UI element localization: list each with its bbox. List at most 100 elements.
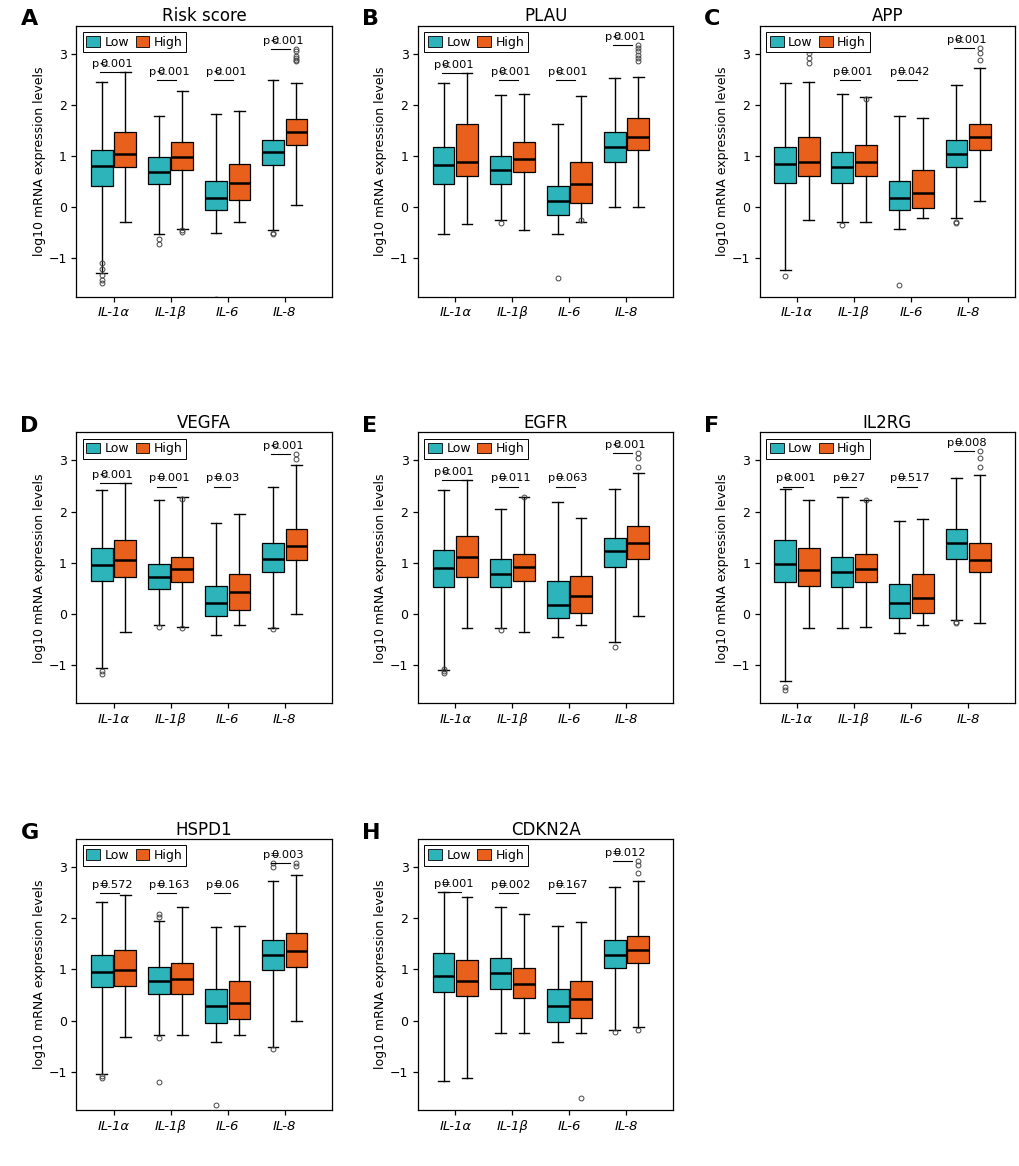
Y-axis label: log10 mRNA expression levels: log10 mRNA expression levels — [374, 66, 387, 257]
PathPatch shape — [570, 162, 591, 203]
Text: E: E — [362, 416, 377, 436]
PathPatch shape — [432, 550, 454, 588]
Text: p<: p< — [604, 440, 622, 450]
Text: A: A — [20, 9, 38, 29]
Text: p<: p< — [263, 441, 280, 451]
Title: HSPD1: HSPD1 — [175, 821, 232, 838]
PathPatch shape — [114, 950, 136, 985]
Title: VEGFA: VEGFA — [177, 414, 230, 433]
Text: 0.003: 0.003 — [271, 850, 304, 859]
Text: p=: p= — [889, 473, 906, 484]
PathPatch shape — [513, 554, 534, 581]
Text: p=: p= — [604, 848, 622, 858]
PathPatch shape — [603, 940, 625, 968]
PathPatch shape — [285, 933, 307, 967]
Text: p=: p= — [433, 878, 450, 888]
Legend: Low, High: Low, High — [424, 438, 527, 459]
Text: p<: p< — [263, 36, 280, 45]
Text: 0.008: 0.008 — [954, 438, 986, 448]
Text: 0.06: 0.06 — [214, 880, 239, 890]
Text: 0.001: 0.001 — [612, 440, 645, 450]
PathPatch shape — [945, 140, 966, 168]
Text: 0.001: 0.001 — [100, 58, 132, 69]
PathPatch shape — [432, 147, 454, 184]
Text: 0.012: 0.012 — [612, 848, 645, 858]
Y-axis label: log10 mRNA expression levels: log10 mRNA expression levels — [374, 879, 387, 1069]
Text: p<: p< — [604, 31, 622, 42]
PathPatch shape — [285, 529, 307, 560]
Text: 0.042: 0.042 — [897, 66, 929, 77]
Title: Risk score: Risk score — [161, 7, 247, 26]
PathPatch shape — [773, 147, 796, 183]
Legend: Low, High: Low, High — [765, 31, 868, 52]
Text: 0.001: 0.001 — [157, 473, 190, 484]
Text: p=: p= — [547, 880, 565, 890]
PathPatch shape — [546, 185, 568, 215]
Text: 0.572: 0.572 — [100, 880, 132, 890]
Text: G: G — [20, 823, 39, 843]
PathPatch shape — [228, 163, 250, 199]
Text: 0.001: 0.001 — [783, 36, 815, 47]
Title: CDKN2A: CDKN2A — [511, 821, 580, 838]
PathPatch shape — [262, 543, 283, 573]
Title: PLAU: PLAU — [524, 7, 567, 26]
PathPatch shape — [148, 563, 169, 589]
Text: 0.001: 0.001 — [441, 878, 474, 888]
Text: p=: p= — [149, 473, 166, 484]
PathPatch shape — [513, 968, 534, 997]
Text: p<: p< — [206, 66, 223, 77]
Text: p=: p= — [889, 66, 906, 77]
PathPatch shape — [91, 548, 113, 581]
Text: D: D — [20, 416, 39, 436]
Text: p<: p< — [946, 35, 963, 44]
Text: 0.001: 0.001 — [555, 66, 588, 77]
Legend: Low, High: Low, High — [424, 845, 527, 865]
Text: 0.011: 0.011 — [498, 473, 531, 484]
PathPatch shape — [114, 540, 136, 577]
PathPatch shape — [797, 548, 818, 585]
PathPatch shape — [148, 967, 169, 993]
PathPatch shape — [570, 576, 591, 613]
Text: 0.163: 0.163 — [157, 880, 190, 890]
PathPatch shape — [455, 125, 477, 176]
Text: 0.517: 0.517 — [897, 473, 929, 484]
Legend: Low, High: Low, High — [83, 845, 185, 865]
PathPatch shape — [945, 529, 966, 559]
Text: 0.001: 0.001 — [441, 466, 474, 477]
Text: 0.167: 0.167 — [555, 880, 588, 890]
Text: F: F — [703, 416, 718, 436]
Text: H: H — [362, 823, 380, 843]
PathPatch shape — [513, 142, 534, 173]
Text: p=: p= — [490, 880, 507, 890]
PathPatch shape — [854, 145, 875, 176]
PathPatch shape — [773, 540, 796, 582]
PathPatch shape — [627, 526, 648, 559]
PathPatch shape — [171, 556, 193, 582]
Text: p=: p= — [547, 473, 565, 484]
PathPatch shape — [205, 181, 226, 210]
Text: B: B — [362, 9, 379, 29]
PathPatch shape — [205, 585, 226, 617]
PathPatch shape — [455, 960, 477, 996]
Text: p=: p= — [946, 438, 963, 448]
Text: 0.03: 0.03 — [214, 473, 239, 484]
Text: 0.001: 0.001 — [441, 61, 474, 70]
Y-axis label: log10 mRNA expression levels: log10 mRNA expression levels — [33, 66, 46, 257]
Text: p=: p= — [206, 473, 223, 484]
Y-axis label: log10 mRNA expression levels: log10 mRNA expression levels — [374, 473, 387, 662]
Text: p<: p< — [92, 470, 109, 480]
Text: 0.001: 0.001 — [271, 441, 304, 451]
PathPatch shape — [489, 156, 511, 184]
PathPatch shape — [830, 152, 852, 183]
Text: p<: p< — [774, 473, 792, 484]
PathPatch shape — [489, 559, 511, 588]
Text: C: C — [703, 9, 719, 29]
Text: p=: p= — [149, 880, 166, 890]
Text: p=: p= — [490, 473, 507, 484]
Text: 0.001: 0.001 — [214, 66, 247, 77]
Y-axis label: log10 mRNA expression levels: log10 mRNA expression levels — [33, 473, 46, 662]
PathPatch shape — [570, 981, 591, 1018]
PathPatch shape — [911, 170, 932, 209]
Text: 0.063: 0.063 — [555, 473, 588, 484]
Text: p<: p< — [433, 61, 450, 70]
